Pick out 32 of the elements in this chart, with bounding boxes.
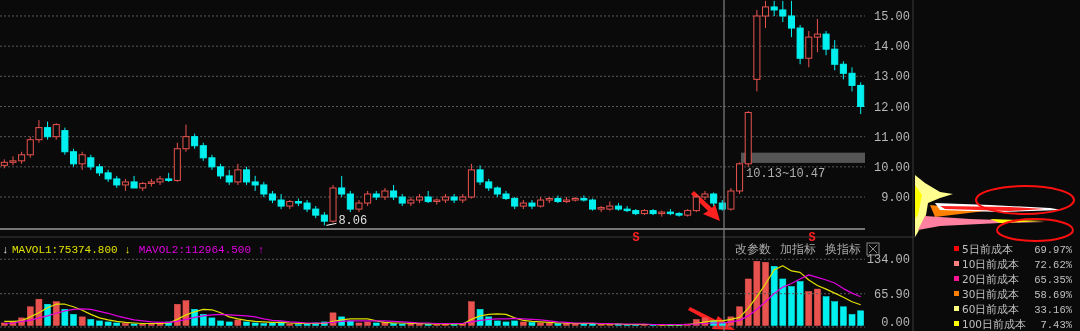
annotation: 改参数: [735, 242, 771, 256]
category-label: 10日前成本: [962, 258, 1020, 270]
y-tick-label: 9.00: [881, 191, 910, 206]
text: 58.69%: [1034, 289, 1072, 301]
category-label: 20日前成本: [962, 273, 1020, 285]
category-label: 60日前成本: [962, 303, 1020, 315]
y-tick-label: 11.00: [873, 130, 910, 145]
annotation: S: [632, 231, 640, 245]
text: 33.16%: [1034, 304, 1072, 316]
annotation: S: [808, 231, 816, 245]
annotation: 加指标: [780, 242, 816, 256]
text: 65.35%: [1034, 274, 1072, 286]
text: 72.62%: [1034, 259, 1072, 271]
y-tick-label: 65.90: [873, 287, 910, 302]
annotation: 8.06: [338, 214, 368, 229]
y-tick-label: 15.00: [873, 9, 910, 24]
text: MAVOL1:75374.800 ↓: [12, 244, 131, 256]
y-tick-label: 0.00: [881, 316, 910, 330]
band-label: 10.13~10.47: [746, 166, 826, 181]
category-label: 5日前成本: [962, 243, 1013, 255]
annotation: ↓: [2, 244, 9, 256]
category-label: 30日前成本: [962, 288, 1020, 300]
text: MAVOL2:112964.500 ↑: [138, 244, 265, 256]
y-tick-label: 12.00: [873, 100, 910, 115]
y-tick-label: 10.00: [873, 160, 910, 175]
text: 7.43%: [1040, 319, 1072, 331]
annotation: 换指标: [825, 242, 861, 256]
y-tick-label: 134.00: [866, 253, 910, 268]
text: 69.97%: [1034, 244, 1072, 256]
y-tick-label: 13.00: [873, 70, 910, 85]
category-label: 100日前成本: [962, 318, 1027, 330]
y-tick-label: 14.00: [873, 40, 910, 55]
